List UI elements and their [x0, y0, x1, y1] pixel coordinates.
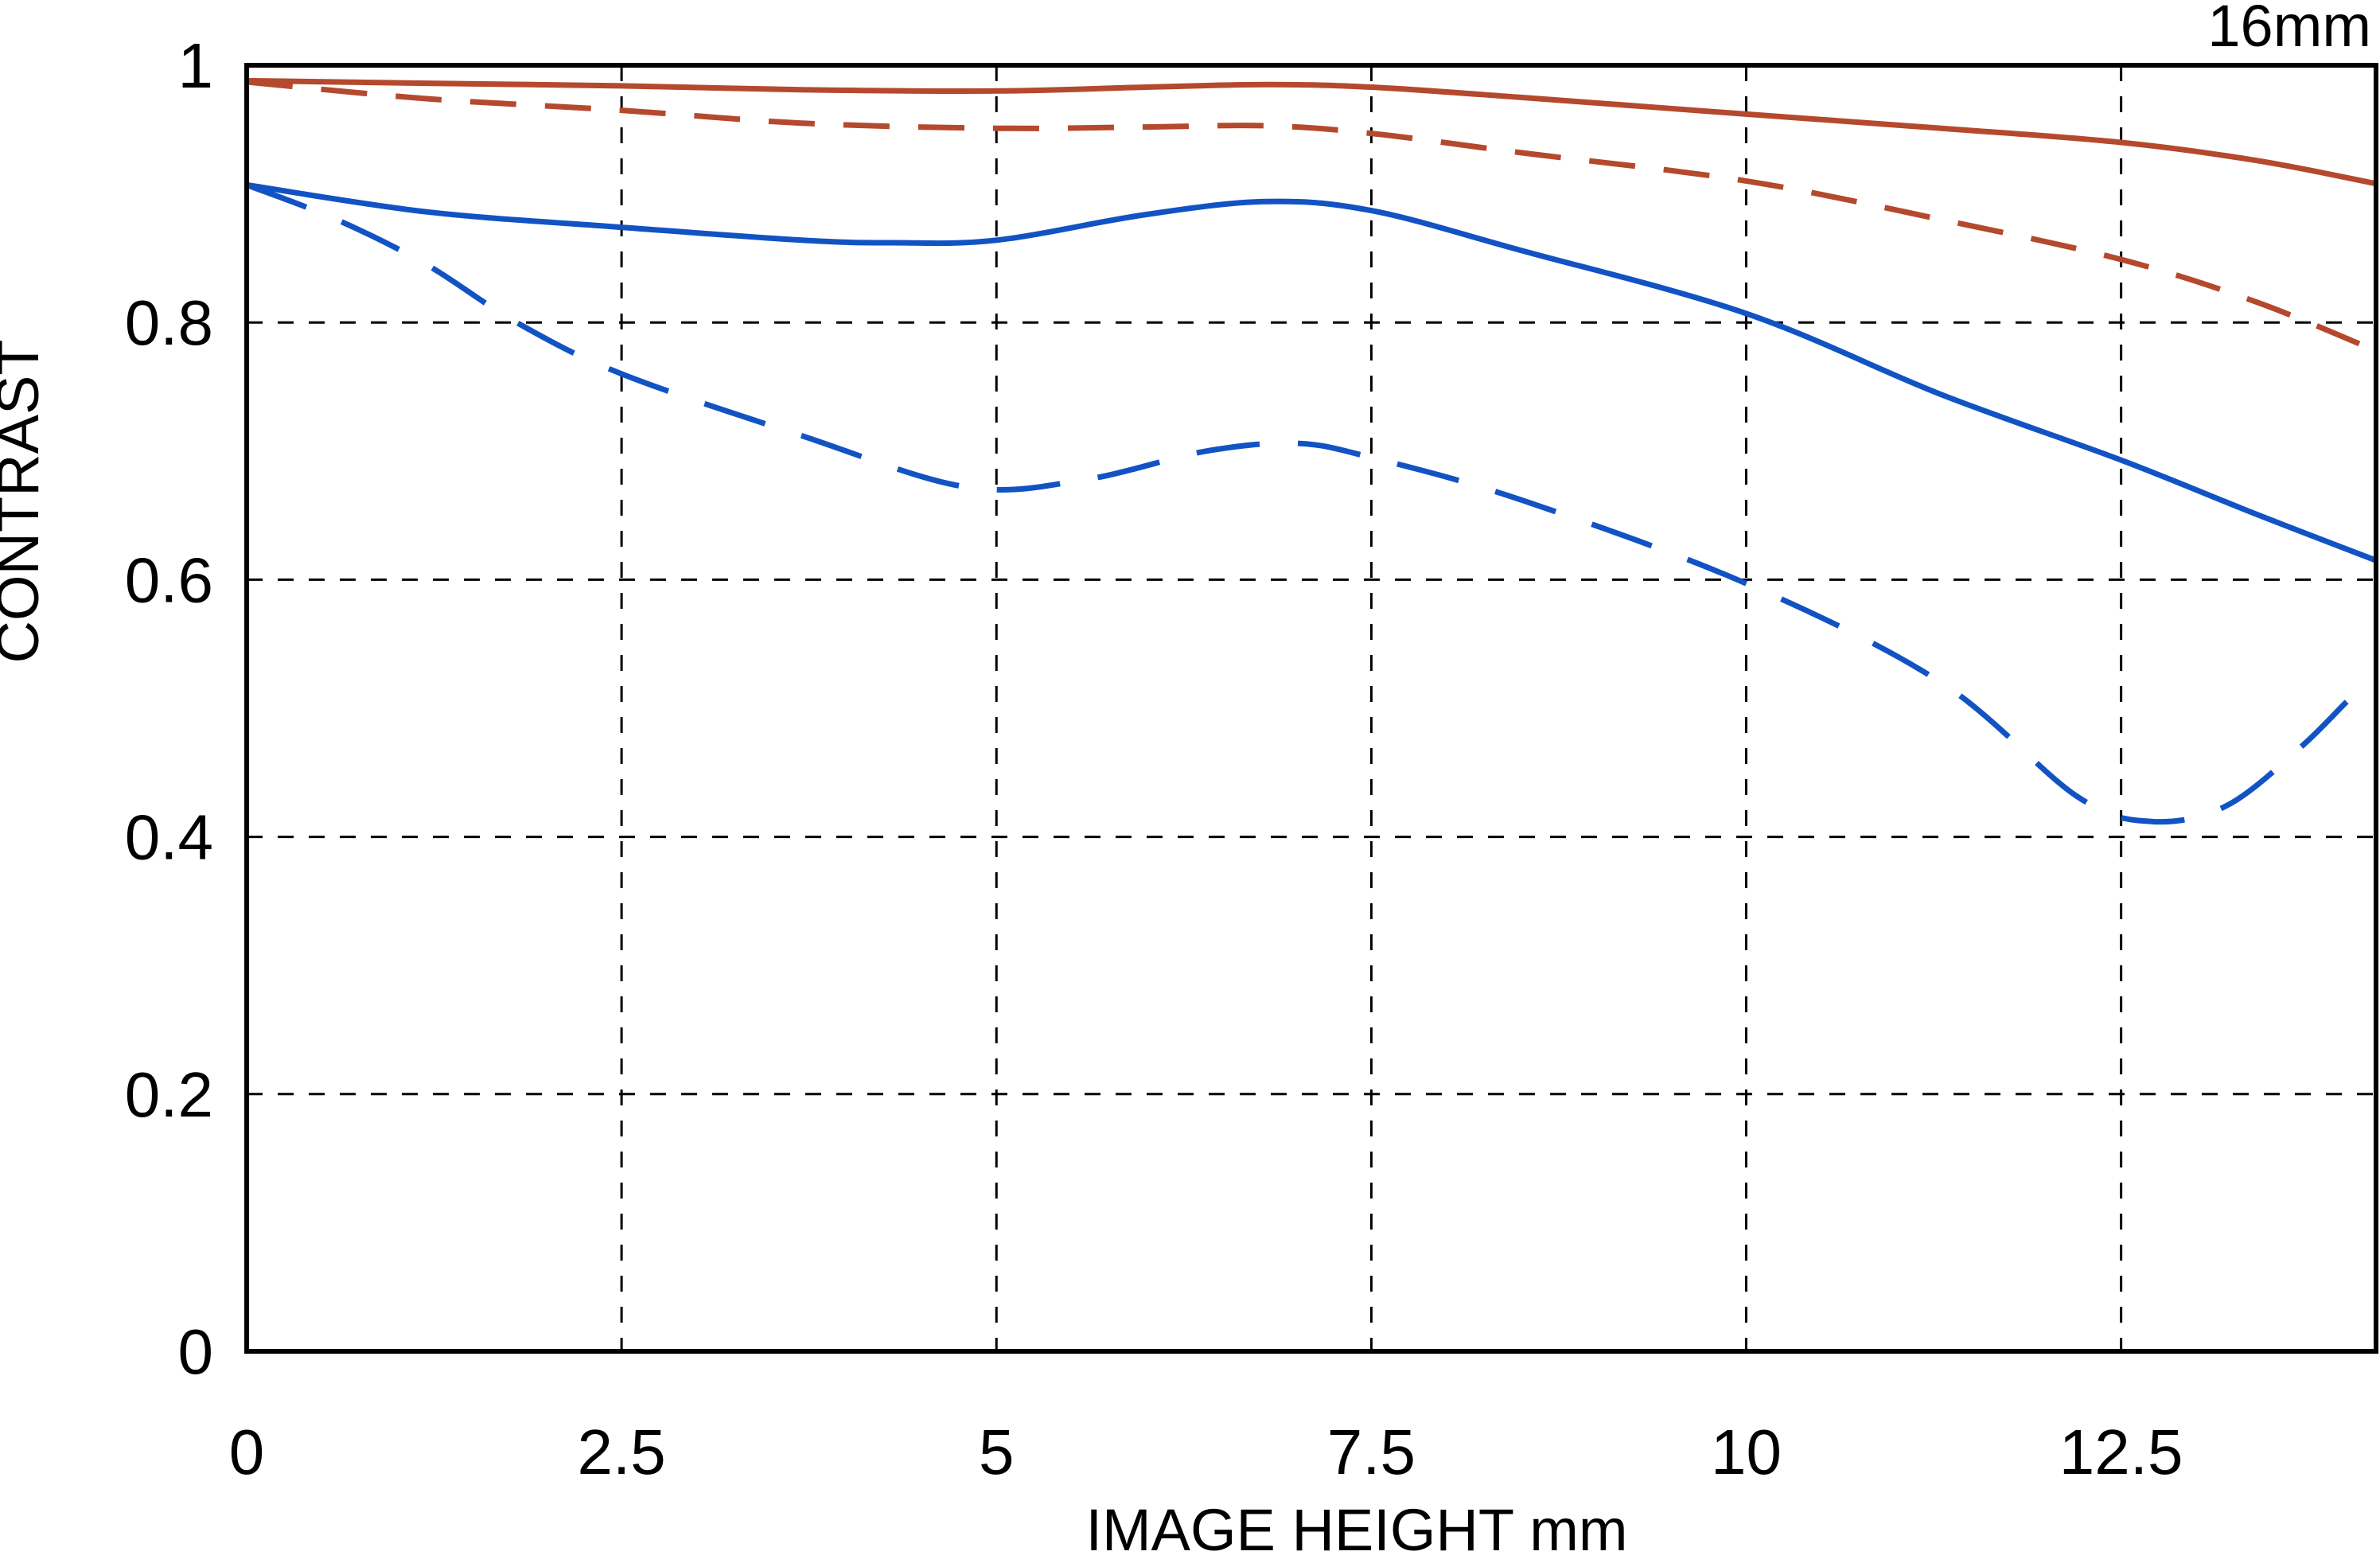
x-tick-label: 2.5 [578, 1417, 666, 1487]
focal-length-label: 16mm [2207, 0, 2371, 59]
y-tick-label: 1 [178, 30, 214, 101]
curve-red-dashed-meridional [246, 79, 2378, 354]
y-tick-labels: 0 0.2 0.4 0.6 0.8 1 [125, 30, 213, 1387]
y-tick-label: 0 [178, 1316, 214, 1387]
grid-lines [247, 65, 2376, 1351]
x-axis-title: IMAGE HEIGHT mm [1085, 1497, 1627, 1563]
y-tick-label: 0.4 [125, 802, 213, 873]
plot-frame [244, 63, 2378, 1354]
x-tick-label: 12.5 [2059, 1417, 2183, 1487]
y-tick-label: 0.2 [125, 1059, 213, 1130]
y-tick-label: 0.6 [125, 544, 213, 615]
x-tick-label: 7.5 [1327, 1417, 1416, 1487]
y-axis-title: CONTRAST [0, 340, 51, 664]
x-tick-labels: 0 2.5 5 7.5 10 12.5 [229, 1417, 2183, 1487]
x-tick-label: 10 [1711, 1417, 1782, 1487]
x-tick-label: 0 [229, 1417, 265, 1487]
curve-blue-solid-sagittal [246, 181, 2378, 563]
x-tick-label: 5 [979, 1417, 1015, 1487]
y-tick-label: 0.8 [125, 287, 213, 358]
curve-red-solid-sagittal [246, 77, 2377, 187]
curve-blue-dashed-meridional [245, 182, 2378, 825]
curve-series [245, 77, 2378, 825]
